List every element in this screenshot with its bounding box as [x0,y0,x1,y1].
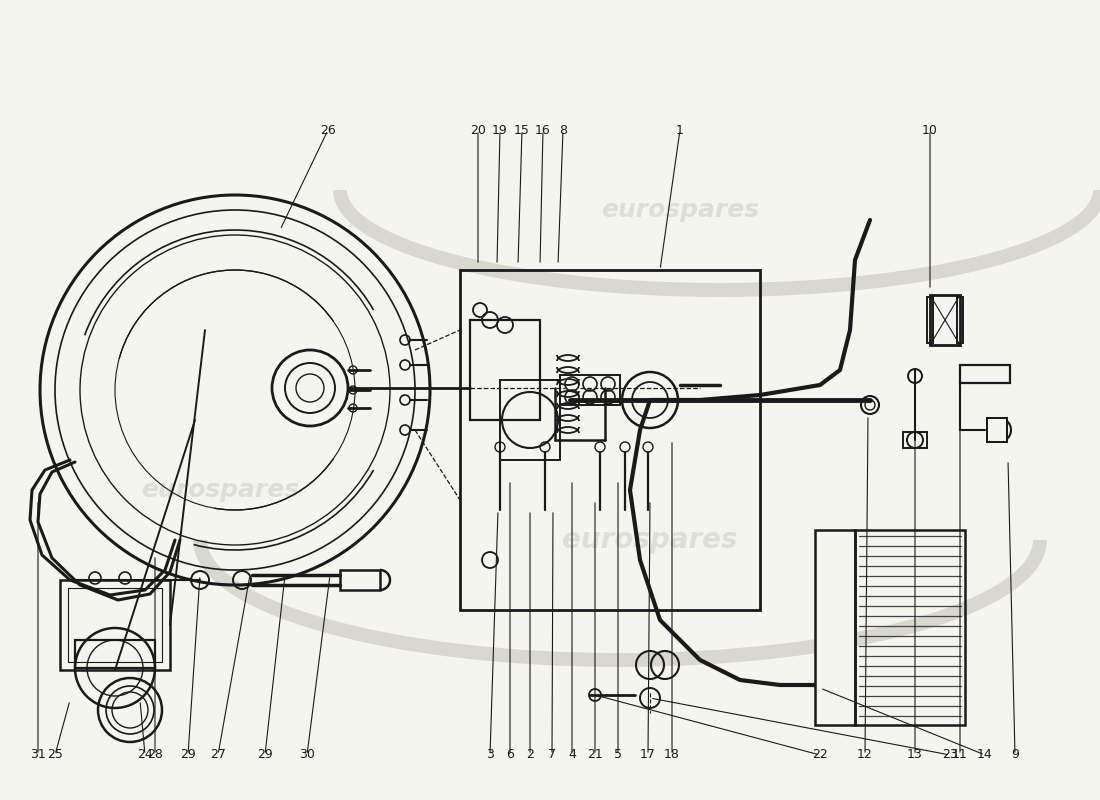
Text: eurospares: eurospares [141,478,299,502]
Text: 6: 6 [506,749,514,762]
Bar [460,270,760,610]
Text: 4: 4 [568,749,576,762]
Text: 10: 10 [922,123,938,137]
Text: 29: 29 [257,749,273,762]
Bar [930,295,960,345]
Text: 14: 14 [977,749,993,762]
Text: 29: 29 [180,749,196,762]
Text: 19: 19 [492,123,508,137]
Bar [560,375,620,405]
Text: 20: 20 [470,123,486,137]
Bar [957,297,962,343]
Bar [470,320,540,420]
Text: eurospares: eurospares [562,526,738,554]
Text: 27: 27 [210,749,225,762]
Bar [903,432,927,448]
Text: 11: 11 [953,749,968,762]
Text: 22: 22 [812,749,828,762]
Bar [500,380,560,460]
Text: 16: 16 [535,123,551,137]
Text: 23: 23 [942,749,958,762]
Text: 26: 26 [320,123,336,137]
Bar [927,297,933,343]
Text: 21: 21 [587,749,603,762]
Bar [60,580,170,670]
Text: 17: 17 [640,749,656,762]
Text: 15: 15 [514,123,530,137]
Text: 2: 2 [526,749,534,762]
Bar [75,640,155,668]
Bar [68,588,162,662]
Text: 24: 24 [138,749,153,762]
Text: 31: 31 [30,749,46,762]
Bar [987,418,1007,442]
Text: 7: 7 [548,749,556,762]
Text: eurospares: eurospares [601,198,759,222]
Text: 12: 12 [857,749,873,762]
Text: 9: 9 [1011,749,1019,762]
Bar [815,530,855,725]
Bar [960,365,1010,383]
Text: 13: 13 [908,749,923,762]
Text: 25: 25 [47,749,63,762]
Text: 1: 1 [676,123,684,137]
Text: 5: 5 [614,749,622,762]
Text: 30: 30 [299,749,315,762]
Text: 18: 18 [664,749,680,762]
Text: 8: 8 [559,123,566,137]
Bar [987,418,1007,442]
Bar [340,570,379,590]
Text: 3: 3 [486,749,494,762]
Bar [855,530,965,725]
Text: 28: 28 [147,749,163,762]
